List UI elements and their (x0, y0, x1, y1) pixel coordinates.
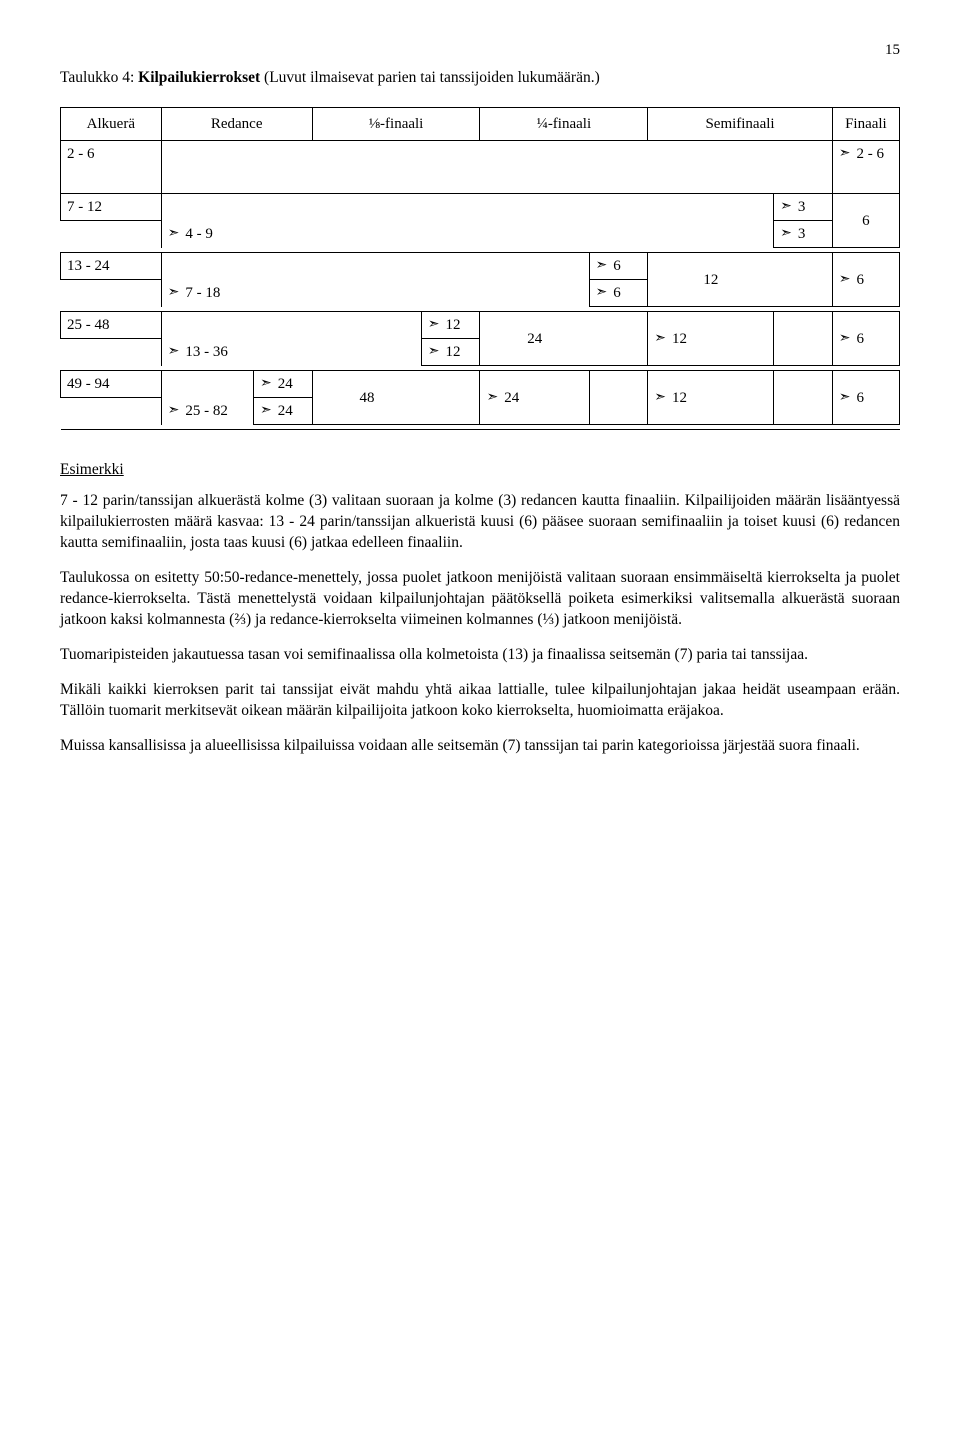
cell-r3-e: 12 (648, 253, 773, 306)
arrow-icon: ➣ (596, 286, 608, 300)
cell-r1-f: ➣2 - 6 (833, 141, 899, 167)
arrow-icon: ➣ (168, 345, 180, 359)
arrow-icon: ➣ (780, 227, 792, 241)
cell-r5-b2: ➣24 (254, 398, 312, 424)
th-quarter: ¼-finaali (480, 108, 648, 141)
cell-r3-a: 13 - 24 (61, 253, 161, 279)
th-semi: Semifinaali (648, 108, 833, 141)
table-row (61, 167, 900, 194)
paragraph-3: Tuomaripisteiden jakautuessa tasan voi s… (60, 645, 900, 666)
cell-r1-a: 2 - 6 (61, 141, 161, 167)
arrow-icon: ➣ (168, 286, 180, 300)
cell-r5-b1: ➣24 (254, 371, 312, 397)
table-row: 49 - 94 ➣24 48 ➣24 ➣12 ➣6 (61, 371, 900, 398)
arrow-icon: ➣ (596, 259, 608, 273)
table-row: 2 - 6 ➣2 - 6 (61, 141, 900, 168)
cell-r5-f: ➣6 (833, 371, 899, 424)
title-prefix: Taulukko 4: (60, 69, 138, 86)
cell-r2-e2: ➣3 (774, 221, 832, 247)
table-row: 13 - 24 ➣6 12 ➣6 (61, 253, 900, 280)
paragraph-5: Muissa kansallisissa ja alueellisissa ki… (60, 736, 900, 757)
cell-r5-e: ➣12 (648, 371, 773, 424)
cell-r2-e1: ➣3 (774, 194, 832, 220)
cell-r4-c2: ➣12 (422, 339, 480, 365)
cell-r4-e: ➣12 (648, 312, 773, 365)
cell-r2-f: 6 (833, 194, 899, 247)
paragraph-2: Taulukossa on esitetty 50:50-redance-men… (60, 568, 900, 631)
cell-r2-b: ➣4 - 9 (162, 221, 773, 248)
page-number: 15 (60, 40, 900, 60)
table-title: Taulukko 4: Kilpailukierrokset (Luvut il… (60, 68, 900, 89)
table-row: 7 - 12 ➣3 6 (61, 194, 900, 221)
th-eighth: ⅛-finaali (312, 108, 480, 141)
cell-r3-d2: ➣6 (590, 280, 648, 306)
cell-r4-c1: ➣12 (422, 312, 480, 338)
arrow-icon: ➣ (839, 273, 851, 287)
arrow-icon: ➣ (260, 377, 272, 391)
arrow-icon: ➣ (168, 404, 180, 418)
table-header-row: Alkuerä Redance ⅛-finaali ¼-finaali Semi… (61, 108, 900, 141)
cell-r5-a: 49 - 94 (61, 371, 161, 397)
competition-flow-table: Alkuerä Redance ⅛-finaali ¼-finaali Semi… (60, 107, 900, 430)
cell-r3-f: ➣6 (833, 253, 899, 306)
cell-r3-b: ➣7 - 18 (162, 280, 589, 307)
arrow-icon: ➣ (486, 391, 498, 405)
arrow-icon: ➣ (839, 391, 851, 405)
cell-r5-d: ➣24 (480, 371, 588, 424)
cell-r4-d: 24 (480, 312, 589, 365)
table-row: 25 - 48 ➣12 24 ➣12 ➣6 (61, 312, 900, 339)
paragraph-4: Mikäli kaikki kierroksen parit tai tanss… (60, 680, 900, 722)
cell-r4-b: ➣13 - 36 (162, 339, 421, 366)
cell-r2-a: 7 - 12 (61, 194, 161, 220)
cell-r3-d1: ➣6 (590, 253, 648, 279)
arrow-icon: ➣ (260, 404, 272, 418)
arrow-icon: ➣ (428, 345, 440, 359)
arrow-icon: ➣ (654, 391, 666, 405)
arrow-icon: ➣ (780, 200, 792, 214)
title-suffix: (Luvut ilmaisevat parien tai tanssijoide… (260, 69, 600, 86)
paragraph-1: 7 - 12 parin/tanssijan alkuerästä kolme … (60, 491, 900, 554)
arrow-icon: ➣ (654, 332, 666, 346)
th-alkuera: Alkuerä (61, 108, 162, 141)
arrow-icon: ➣ (428, 318, 440, 332)
cell-r4-a: 25 - 48 (61, 312, 161, 338)
arrow-icon: ➣ (839, 332, 851, 346)
th-final: Finaali (832, 108, 899, 141)
arrow-icon: ➣ (839, 147, 851, 161)
arrow-icon: ➣ (168, 227, 180, 241)
th-redance: Redance (161, 108, 312, 141)
cell-r5-c: 48 (313, 371, 422, 424)
cell-r5-b: ➣25 - 82 (162, 398, 253, 425)
example-heading: Esimerkki (60, 460, 900, 481)
table-row: ➣4 - 9 ➣3 (61, 221, 900, 248)
cell-r4-f: ➣6 (833, 312, 899, 365)
title-bold: Kilpailukierrokset (138, 69, 260, 86)
